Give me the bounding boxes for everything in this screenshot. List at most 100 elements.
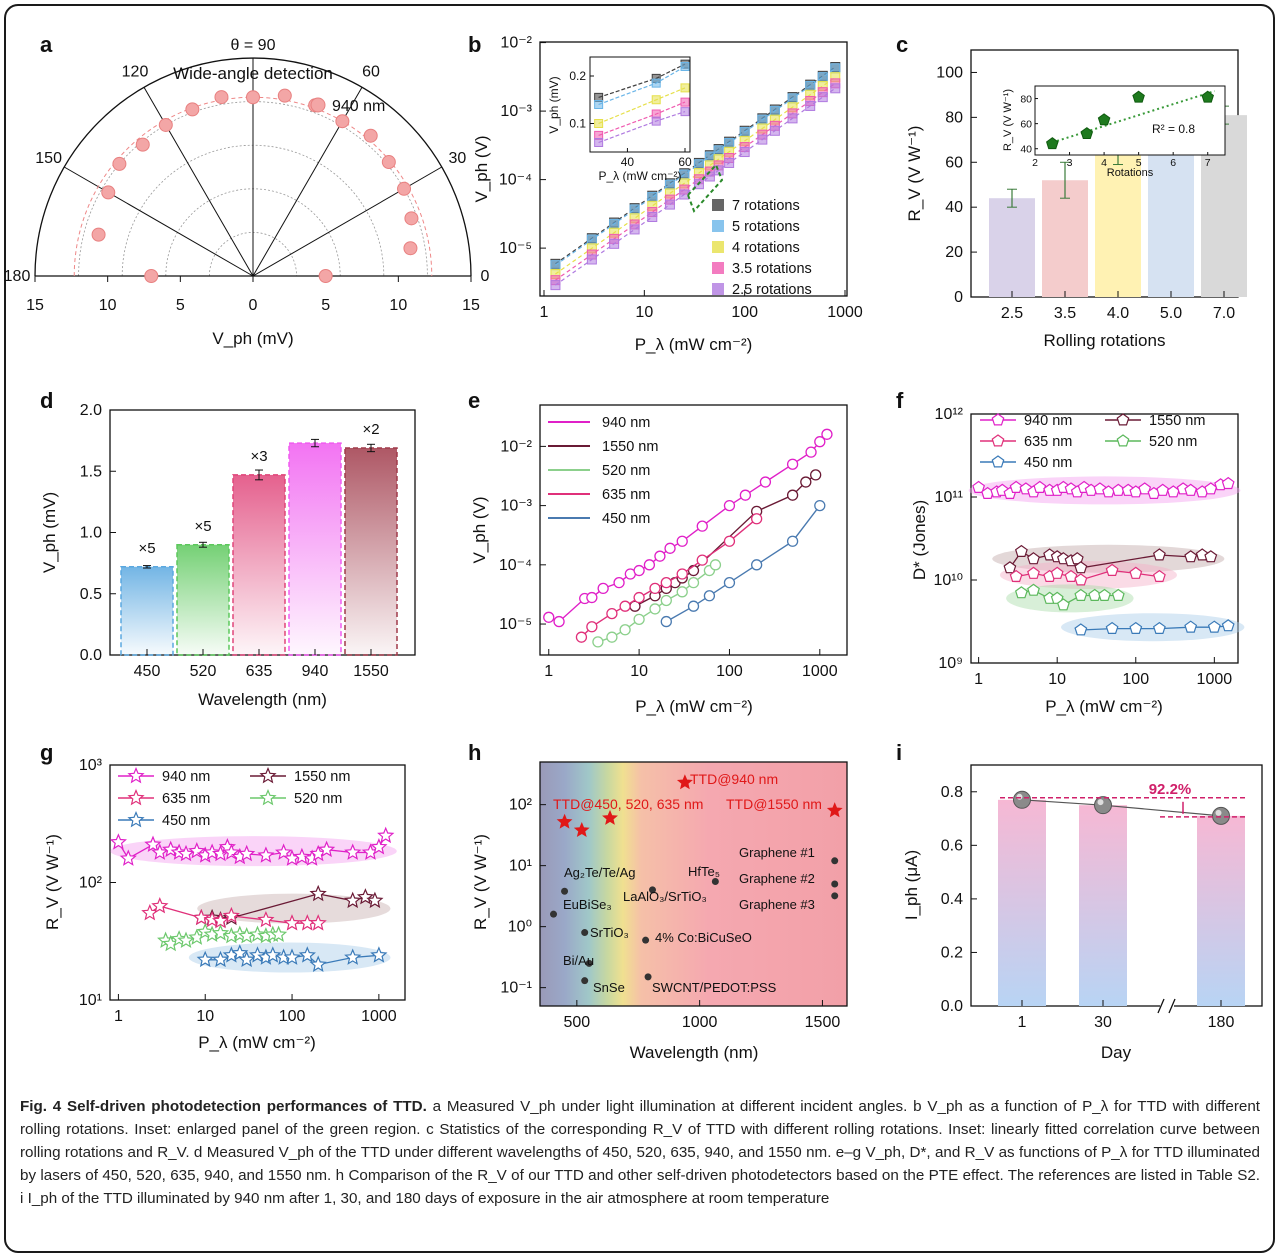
panel-i: 0.0 0.2 0.4 0.6 0.8 1 30 180 92.2% Day I_ph (μA)	[902, 764, 1263, 1062]
multiplier-label: ×2	[362, 421, 379, 438]
legend-label: 520 nm	[1149, 434, 1197, 450]
inset-x-tick-label: 3	[1067, 157, 1073, 169]
data-point	[135, 137, 150, 152]
x-tick-label: 0	[249, 297, 258, 314]
point-highlight	[1097, 799, 1104, 806]
data-point	[575, 631, 588, 643]
data-point	[1074, 573, 1088, 586]
panel-letter: h	[468, 740, 481, 765]
data-point	[629, 204, 640, 215]
legend-label: 520 nm	[294, 791, 342, 807]
bar	[1042, 180, 1088, 297]
x-tick-label: 1	[540, 304, 549, 321]
reference-label: 4% Co:BiCuSeO	[655, 930, 752, 945]
y-axis-label: R_V (V W⁻¹)	[43, 834, 62, 930]
data-point	[654, 550, 666, 562]
legend-label: 1550 nm	[294, 769, 350, 785]
data-point	[403, 241, 418, 256]
bar	[1197, 815, 1245, 1006]
legend-marker	[712, 262, 724, 274]
inset-data-point	[680, 107, 690, 117]
inset-y-tick-label: 0.2	[569, 69, 586, 83]
data-point	[586, 591, 598, 604]
data-point	[1129, 566, 1143, 579]
y-axis-label: V_ph (mV)	[40, 492, 59, 573]
y-tick-label: 20	[945, 244, 963, 261]
data-point	[709, 559, 722, 571]
data-point	[109, 833, 127, 850]
data-point	[664, 542, 676, 554]
x-tick-label: 10	[389, 297, 407, 314]
data-point	[805, 81, 816, 92]
reference-point	[561, 887, 569, 895]
angle-label: 180	[4, 268, 31, 285]
data-point	[283, 948, 301, 965]
x-tick-label: 2.5	[1001, 305, 1023, 322]
legend-label: 3.5 rotations	[732, 261, 812, 277]
highlight-ellipse	[197, 893, 391, 924]
x-tick-label: 1	[1018, 1014, 1027, 1031]
y-tick-label: 10⁻³	[500, 103, 532, 120]
data-point	[144, 835, 162, 852]
data-point	[1152, 548, 1166, 561]
data-point	[318, 269, 333, 283]
data-point	[214, 90, 229, 105]
data-point	[739, 127, 750, 138]
y-tick-label: 1.5	[80, 463, 102, 480]
data-point	[814, 436, 826, 448]
x-axis-label: Wavelength (nm)	[630, 1043, 759, 1062]
legend-marker	[712, 220, 724, 232]
data-point	[830, 83, 841, 94]
data-point	[1098, 588, 1111, 601]
data-point	[257, 846, 275, 863]
fit-annotation: R² = 0.8	[1152, 122, 1195, 136]
data-point	[723, 576, 736, 589]
x-tick-label: 1	[114, 1008, 123, 1025]
data-point	[344, 843, 362, 860]
ttd-label: TTD@940 nm	[690, 771, 778, 787]
x-tick-label: 1000	[682, 1014, 718, 1031]
data-point	[1184, 483, 1198, 496]
y-tick-label: 10¹	[79, 992, 102, 1009]
x-tick-label: 10	[196, 1008, 214, 1025]
reference-point	[585, 959, 593, 967]
data-point	[606, 607, 618, 620]
data-point	[119, 849, 137, 866]
x-tick-label: 940	[302, 663, 329, 680]
legend-marker	[991, 434, 1005, 447]
multiplier-label: ×5	[194, 518, 211, 535]
data-point	[185, 102, 200, 117]
inset-data-point	[680, 97, 690, 107]
figure-frame	[4, 4, 1275, 1253]
data-point	[248, 925, 267, 942]
data-point	[309, 955, 327, 972]
x-tick-label: 1000	[1197, 671, 1233, 688]
data-point	[151, 897, 169, 914]
data-point	[586, 621, 598, 633]
x-tick-label: 1550	[353, 663, 389, 680]
x-tick-label: 3.5	[1054, 305, 1076, 322]
data-point	[298, 946, 316, 963]
data-point	[805, 100, 816, 111]
reference-label: SrTiO₃	[590, 925, 629, 940]
legend-label: 450 nm	[602, 511, 650, 527]
data-point	[724, 157, 735, 168]
data-point	[647, 192, 658, 203]
data-point	[696, 520, 708, 532]
reference-label: Graphene #3	[739, 897, 815, 912]
panel-letter: e	[468, 388, 480, 413]
data-point	[196, 950, 214, 968]
data-point	[1070, 552, 1084, 565]
y-tick-label: 10¹¹	[935, 489, 963, 506]
panel-b: 1 10 100 1000 10⁻⁵ 10⁻⁴ 10⁻³ 10⁻² P_λ (mW cm⁻²) V…	[472, 35, 863, 354]
legend-marker	[1116, 413, 1130, 426]
highlight-ellipse	[1061, 613, 1245, 642]
data-point	[787, 93, 798, 104]
data-point	[112, 156, 127, 171]
data-point	[211, 950, 230, 968]
y-axis-label: D* (Jones)	[910, 500, 929, 580]
data-point	[660, 615, 672, 628]
y-tick-label: 10³	[79, 757, 103, 774]
